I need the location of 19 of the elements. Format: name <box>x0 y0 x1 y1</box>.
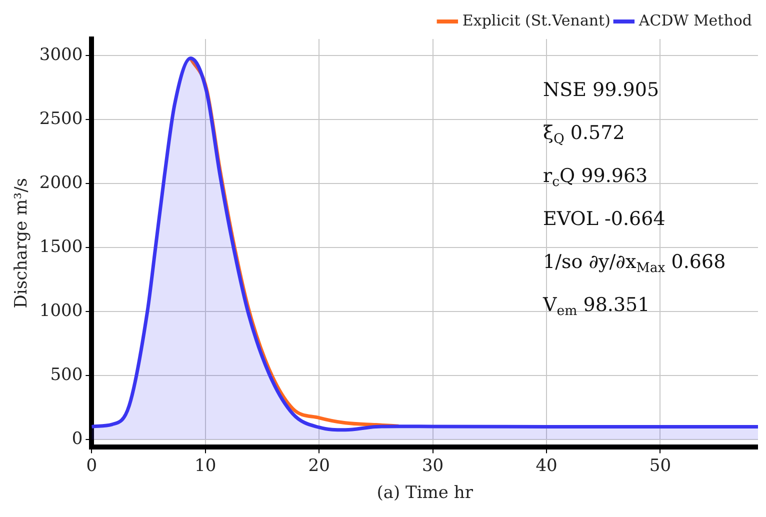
x-tick-label: 0 <box>86 456 98 476</box>
y-tick-label: 1000 <box>39 300 83 321</box>
y-tick-label: 0 <box>72 428 83 449</box>
y-tick-label: 2500 <box>39 109 83 130</box>
y-tick-label: 1500 <box>39 237 83 257</box>
x-tick-label: 30 <box>422 456 444 476</box>
y-tick-label: 500 <box>50 364 83 385</box>
annotation: NSE 99.905 <box>543 78 660 101</box>
legend-label: ACDW Method <box>638 11 752 30</box>
y-axis-title: Discharge m³/s <box>12 178 32 308</box>
x-axis-title: (a) Time hr <box>376 483 474 504</box>
legend-label: Explicit (St.Venant) <box>462 11 610 30</box>
y-tick-label: 3000 <box>39 45 83 66</box>
x-tick-label: 10 <box>194 456 216 476</box>
y-tick-label: 2000 <box>39 173 83 194</box>
x-tick-label: 20 <box>308 456 330 476</box>
annotation: EVOL -0.664 <box>543 208 666 230</box>
x-tick-label: 40 <box>536 456 558 476</box>
x-tick-label: 50 <box>649 456 672 476</box>
